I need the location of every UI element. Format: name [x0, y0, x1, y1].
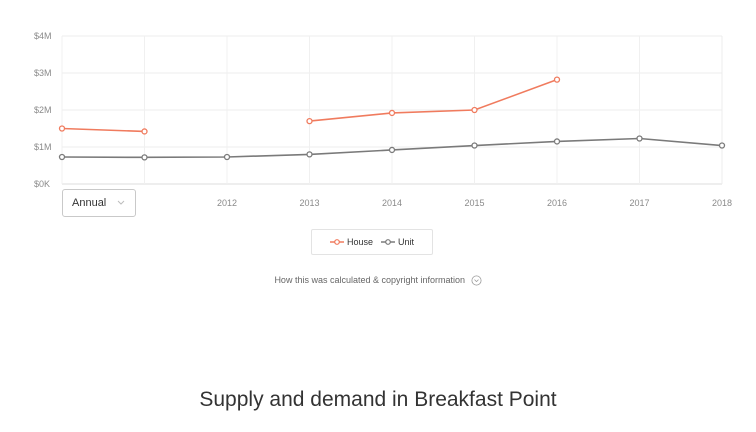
chart-gridlines [61, 35, 723, 185]
data-point-house[interactable] [388, 109, 396, 117]
legend-label-house: House [346, 237, 373, 247]
y-axis-tick-labels: $4M $3M $2M $1M $0K [34, 31, 52, 189]
data-point-unit[interactable] [388, 146, 396, 154]
data-point-unit[interactable] [306, 151, 313, 158]
calculation-info-text: How this was calculated & copyright info… [274, 275, 466, 285]
data-point-unit[interactable] [58, 153, 66, 161]
x-tick-label: 2012 [217, 198, 237, 208]
data-point-house[interactable] [141, 128, 148, 135]
data-point-house[interactable] [553, 76, 561, 83]
x-tick-label: 2017 [629, 198, 649, 208]
legend-label-unit: Unit [398, 237, 415, 247]
data-point-unit[interactable] [718, 142, 726, 149]
chart-series [58, 76, 726, 161]
chevron-circle-down-icon [471, 275, 482, 286]
series-unit [58, 135, 726, 161]
data-point-unit[interactable] [471, 142, 478, 149]
median-price-chart: $4M $3M $2M $1M $0K 2012 2013 2014 2015 2016 2017… [34, 31, 732, 208]
calculation-info-link[interactable]: How this was calculated & copyright info… [0, 275, 756, 286]
y-tick-label: $4M [34, 31, 52, 41]
x-tick-label: 2014 [382, 198, 402, 208]
y-tick-label: $2M [34, 105, 52, 115]
y-tick-label: $1M [34, 142, 52, 152]
x-tick-label: 2013 [299, 198, 319, 208]
y-tick-label: $0K [34, 179, 50, 189]
legend-item-house[interactable]: House [329, 237, 373, 247]
data-point-unit[interactable] [223, 153, 231, 161]
section-title: Supply and demand in Breakfast Point [199, 388, 557, 411]
data-point-unit[interactable] [141, 154, 148, 161]
legend-item-unit[interactable]: Unit [381, 237, 414, 247]
y-tick-label: $3M [34, 68, 52, 78]
x-tick-label: 2018 [712, 198, 732, 208]
data-point-unit[interactable] [636, 135, 643, 142]
legend-swatch-house-icon [329, 239, 344, 245]
data-point-unit[interactable] [553, 138, 561, 145]
chevron-down-icon [117, 200, 125, 205]
data-point-house[interactable] [58, 125, 66, 132]
period-select-value: Annual [72, 197, 107, 209]
x-axis-tick-labels: 2012 2013 2014 2015 2016 2017 2018 [217, 198, 732, 208]
data-point-house[interactable] [306, 117, 313, 125]
series-house [58, 76, 561, 135]
chart-legend: House Unit [311, 229, 433, 255]
legend-swatch-unit-icon [381, 239, 395, 245]
x-tick-label: 2016 [547, 198, 567, 208]
series-line-house [61, 127, 145, 133]
x-tick-label: 2015 [464, 198, 484, 208]
period-select[interactable]: Annual [62, 189, 136, 217]
data-point-house[interactable] [471, 106, 478, 114]
series-line-house [309, 78, 558, 122]
